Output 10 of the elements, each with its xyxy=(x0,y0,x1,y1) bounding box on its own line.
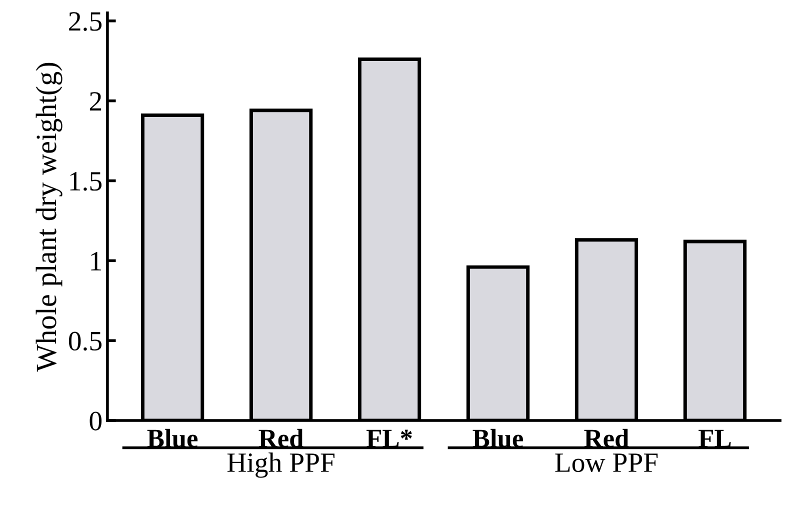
text: High PPF xyxy=(227,452,334,478)
y-tick-label: 2 xyxy=(90,92,102,110)
y-tick-label: 2.5 xyxy=(69,12,102,31)
y-tick-label: 1 xyxy=(91,252,101,270)
y-tick-label: 0.5 xyxy=(68,332,102,351)
y-tick-label: 0 xyxy=(90,412,102,430)
text: Low PPF xyxy=(555,454,658,472)
y-tick-label: 1.5 xyxy=(70,172,102,191)
x-tick-label: FL* xyxy=(366,430,412,448)
y-axis-title: Whole plant dry weight(g) xyxy=(36,62,62,372)
